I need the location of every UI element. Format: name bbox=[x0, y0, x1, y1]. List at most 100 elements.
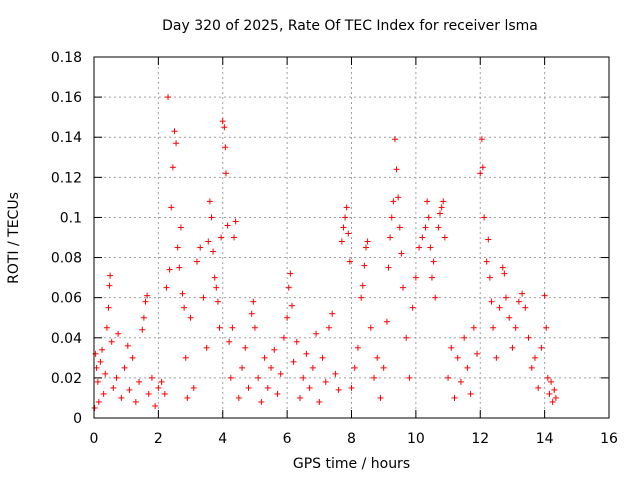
data-point bbox=[222, 144, 229, 151]
data-point bbox=[271, 346, 278, 353]
data-point bbox=[481, 214, 488, 221]
data-point bbox=[231, 234, 238, 241]
data-point bbox=[181, 304, 188, 311]
data-point bbox=[211, 274, 218, 281]
data-point bbox=[255, 374, 262, 381]
data-point bbox=[197, 244, 204, 251]
data-point bbox=[105, 304, 112, 311]
data-point bbox=[168, 204, 175, 211]
data-point bbox=[362, 244, 369, 251]
data-point bbox=[171, 128, 178, 135]
data-point bbox=[322, 378, 329, 385]
y-axis-ticks: 0 0.02 0.04 0.06 0.08 0.1 0.12 0.14 0.16 0.18 bbox=[51, 50, 609, 427]
data-point bbox=[552, 394, 559, 401]
data-point bbox=[424, 198, 431, 205]
data-point bbox=[385, 264, 392, 271]
data-point bbox=[139, 326, 146, 333]
data-point bbox=[528, 364, 535, 371]
data-point bbox=[531, 354, 538, 361]
data-point bbox=[194, 258, 200, 265]
data-point bbox=[248, 310, 255, 317]
data-point bbox=[398, 250, 405, 257]
data-point bbox=[354, 344, 361, 351]
data-point bbox=[102, 370, 109, 377]
data-point bbox=[543, 324, 550, 331]
y-tick-label: 0.04 bbox=[51, 331, 82, 347]
data-point bbox=[108, 338, 115, 345]
data-point bbox=[158, 378, 165, 385]
data-point bbox=[152, 402, 159, 409]
data-point bbox=[285, 284, 292, 291]
data-point bbox=[437, 210, 444, 217]
data-point bbox=[457, 378, 464, 385]
data-point bbox=[176, 264, 183, 271]
data-point bbox=[345, 230, 352, 237]
data-point bbox=[274, 390, 281, 397]
grid-lines bbox=[94, 57, 609, 418]
data-point bbox=[165, 94, 172, 101]
data-point bbox=[428, 274, 435, 281]
data-point bbox=[129, 354, 136, 361]
data-point bbox=[219, 118, 226, 125]
data-point bbox=[174, 244, 181, 251]
data-point bbox=[483, 258, 490, 265]
data-point bbox=[535, 384, 542, 391]
data-point bbox=[142, 298, 149, 305]
data-point bbox=[250, 298, 257, 305]
y-tick-label: 0.08 bbox=[51, 251, 82, 267]
y-tick-label: 0.18 bbox=[51, 50, 82, 66]
data-point bbox=[441, 234, 448, 241]
data-point bbox=[383, 318, 390, 325]
data-point bbox=[187, 314, 194, 321]
data-point bbox=[208, 214, 215, 221]
data-point bbox=[287, 270, 294, 277]
data-point bbox=[419, 234, 426, 241]
data-point bbox=[343, 204, 350, 211]
data-point bbox=[351, 364, 358, 371]
x-tick-label: 14 bbox=[536, 431, 554, 447]
data-point bbox=[91, 404, 98, 411]
data-point bbox=[393, 166, 400, 173]
data-point bbox=[229, 324, 236, 331]
data-point bbox=[522, 304, 529, 311]
data-point bbox=[316, 398, 323, 405]
data-point bbox=[118, 394, 125, 401]
data-point bbox=[99, 346, 106, 353]
data-point bbox=[169, 164, 176, 171]
data-point bbox=[546, 390, 553, 397]
data-point bbox=[148, 374, 155, 381]
data-point bbox=[338, 238, 345, 245]
data-point bbox=[332, 370, 339, 377]
data-point bbox=[359, 282, 366, 289]
data-point bbox=[478, 136, 485, 143]
data-point bbox=[288, 302, 295, 309]
data-point bbox=[470, 324, 477, 331]
y-tick-label: 0.1 bbox=[60, 210, 82, 226]
data-point bbox=[166, 266, 173, 273]
data-point bbox=[280, 334, 287, 341]
data-point bbox=[400, 284, 406, 291]
data-point bbox=[264, 384, 271, 391]
chart-title: Day 320 of 2025, Rate Of TEC Index for r… bbox=[162, 18, 538, 34]
data-point bbox=[297, 394, 303, 401]
data-point bbox=[182, 354, 189, 361]
data-point bbox=[395, 194, 402, 201]
data-point bbox=[284, 314, 291, 321]
data-point bbox=[506, 314, 513, 321]
data-point bbox=[145, 390, 152, 397]
data-point bbox=[329, 310, 336, 317]
data-point bbox=[136, 378, 143, 385]
data-point bbox=[549, 398, 556, 405]
data-point bbox=[445, 374, 452, 381]
data-point bbox=[474, 350, 481, 357]
data-point bbox=[224, 222, 231, 229]
x-tick-label: 0 bbox=[90, 431, 99, 447]
data-point bbox=[110, 384, 117, 391]
data-point bbox=[490, 324, 497, 331]
data-point bbox=[213, 284, 220, 291]
data-point bbox=[485, 236, 492, 243]
data-point bbox=[479, 164, 486, 171]
data-point bbox=[358, 294, 365, 301]
data-point bbox=[501, 270, 508, 277]
data-point bbox=[121, 364, 128, 371]
